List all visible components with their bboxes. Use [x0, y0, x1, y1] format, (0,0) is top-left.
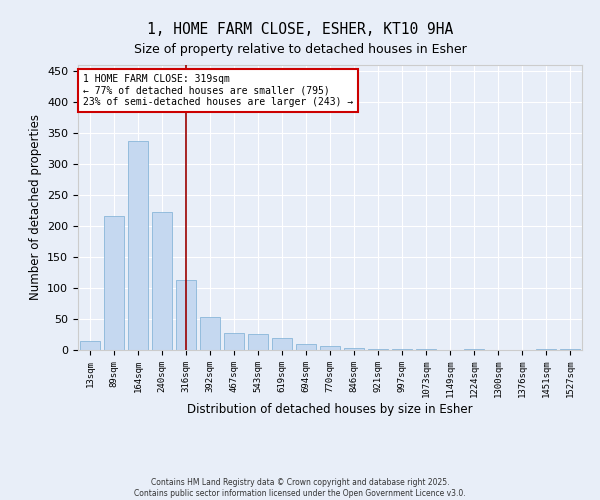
- X-axis label: Distribution of detached houses by size in Esher: Distribution of detached houses by size …: [187, 403, 473, 416]
- Text: Contains HM Land Registry data © Crown copyright and database right 2025.
Contai: Contains HM Land Registry data © Crown c…: [134, 478, 466, 498]
- Bar: [248, 334, 268, 350]
- Bar: [200, 316, 220, 350]
- Bar: [176, 280, 196, 350]
- Bar: [320, 346, 340, 350]
- Bar: [296, 344, 316, 350]
- Bar: [104, 216, 124, 350]
- Bar: [128, 140, 148, 350]
- Text: 1, HOME FARM CLOSE, ESHER, KT10 9HA: 1, HOME FARM CLOSE, ESHER, KT10 9HA: [147, 22, 453, 38]
- Bar: [224, 334, 244, 350]
- Bar: [560, 349, 580, 350]
- Bar: [80, 342, 100, 350]
- Bar: [344, 348, 364, 350]
- Y-axis label: Number of detached properties: Number of detached properties: [29, 114, 41, 300]
- Bar: [152, 212, 172, 350]
- Bar: [272, 338, 292, 350]
- Text: 1 HOME FARM CLOSE: 319sqm
← 77% of detached houses are smaller (795)
23% of semi: 1 HOME FARM CLOSE: 319sqm ← 77% of detac…: [83, 74, 353, 107]
- Text: Size of property relative to detached houses in Esher: Size of property relative to detached ho…: [134, 42, 466, 56]
